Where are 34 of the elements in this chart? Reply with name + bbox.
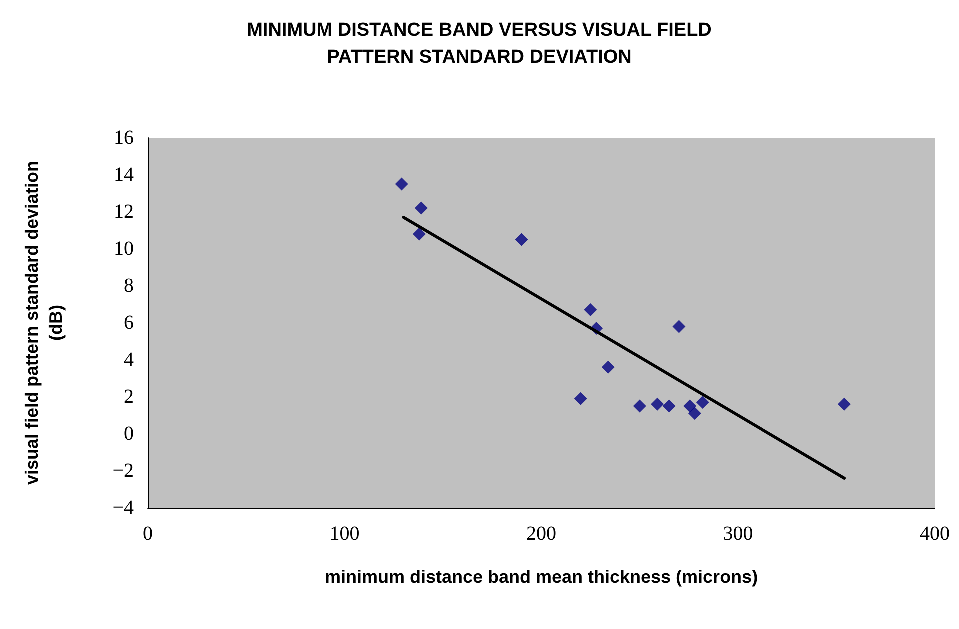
y-tick-label: 0 bbox=[124, 423, 134, 445]
point bbox=[662, 400, 676, 413]
y-tick-label: 14 bbox=[114, 164, 134, 186]
y-tick-label: 12 bbox=[114, 201, 134, 223]
point bbox=[838, 398, 851, 411]
y-axis-title: visual field pattern standard deviation (dB) bbox=[22, 160, 66, 486]
x-tick-label: 400 bbox=[920, 523, 950, 545]
y-tick-label: 6 bbox=[124, 312, 134, 334]
point bbox=[696, 396, 710, 410]
chart-title: MINIMUM DISTANCE BAND VERSUS VISUAL FIELD PATTERN STANDARD DEVIATION bbox=[247, 20, 712, 68]
point bbox=[414, 202, 428, 215]
y-tick-label: −4 bbox=[112, 497, 134, 519]
point bbox=[684, 400, 697, 413]
point bbox=[688, 407, 702, 420]
point bbox=[584, 304, 598, 317]
x-tick-label: 100 bbox=[330, 523, 360, 545]
y-tick-label: 8 bbox=[124, 275, 134, 297]
point bbox=[633, 400, 646, 413]
y-tick-label: 2 bbox=[124, 386, 134, 408]
point bbox=[574, 392, 588, 406]
x-tick-label: 0 bbox=[143, 523, 153, 545]
x-tick-label: 300 bbox=[723, 523, 754, 545]
point bbox=[602, 360, 615, 374]
y-tick-label: 16 bbox=[114, 127, 134, 149]
point bbox=[395, 178, 408, 191]
y-tick-label: 10 bbox=[114, 238, 134, 260]
point bbox=[651, 398, 664, 411]
x-tick-label: 200 bbox=[526, 523, 556, 545]
y-tick-label: 4 bbox=[124, 349, 134, 371]
x-axis-title: minimum distance band mean thickness (microns) bbox=[324, 567, 758, 587]
y-tick-label: −2 bbox=[112, 460, 134, 482]
point bbox=[515, 233, 528, 246]
point bbox=[413, 228, 426, 241]
point bbox=[672, 320, 686, 334]
